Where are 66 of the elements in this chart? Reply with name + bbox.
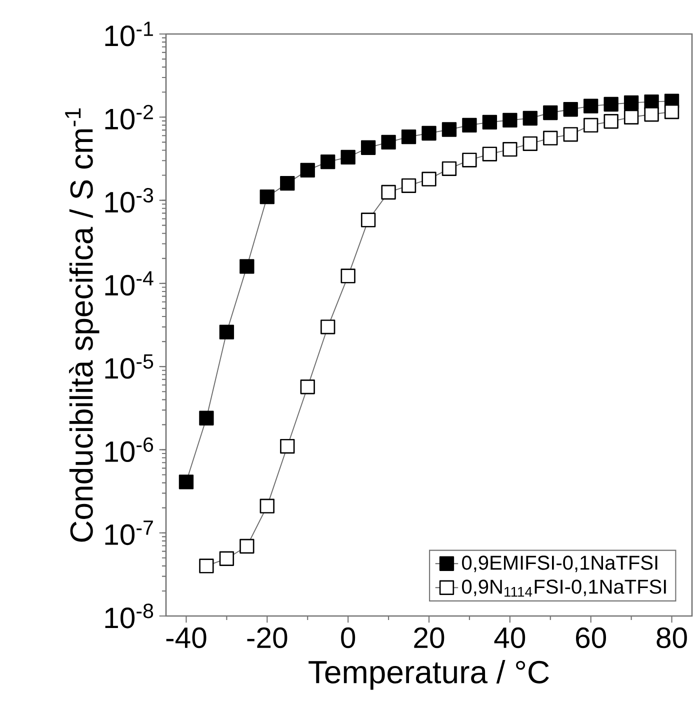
y-axis-title: Conducibilità specifica / S cm$^{-1}$ xyxy=(65,108,100,542)
x-tick-label: 80 xyxy=(656,627,687,648)
y-tick-label: 10$^{-8}$ xyxy=(105,604,154,628)
legend-label: 0,9N$_{1114}$FSI-0,1NaTFSI xyxy=(462,580,666,597)
point xyxy=(462,152,477,168)
point xyxy=(422,172,436,186)
y-tick-label: 10$^{-7}$ xyxy=(105,520,153,546)
legend-label: 0,9EMIFSI-0,1NaTFSI xyxy=(462,556,658,572)
point xyxy=(604,114,618,129)
point xyxy=(320,320,336,334)
point xyxy=(664,104,680,120)
point xyxy=(624,110,639,124)
x-tick-label: 60 xyxy=(576,627,606,648)
point xyxy=(482,114,498,130)
point xyxy=(563,102,578,117)
point xyxy=(280,176,295,191)
point xyxy=(584,98,598,114)
y-tick-label: 10$^{-6}$ xyxy=(105,437,154,462)
point xyxy=(422,126,436,141)
point xyxy=(360,212,376,228)
point xyxy=(563,127,578,142)
point xyxy=(442,122,457,137)
point xyxy=(219,551,234,566)
point xyxy=(543,130,558,146)
x-tick-label: 20 xyxy=(414,627,444,648)
point xyxy=(300,162,315,178)
point xyxy=(401,129,416,144)
point xyxy=(219,324,234,340)
point xyxy=(178,474,194,490)
y-tick-label: 10$^{-5}$ xyxy=(105,354,154,379)
point xyxy=(624,95,639,110)
point xyxy=(199,410,214,426)
point xyxy=(360,140,376,155)
point xyxy=(522,136,538,151)
y-tick-label: 10$^{-4}$ xyxy=(105,271,154,296)
x-tick-label: 0 xyxy=(341,627,356,648)
point xyxy=(280,438,295,454)
point xyxy=(584,118,598,133)
x-axis-title: Temperatura / °C xyxy=(308,660,549,690)
y-tick-label: 10$^{-1}$ xyxy=(105,22,153,46)
point xyxy=(340,150,356,165)
point xyxy=(462,118,477,133)
point xyxy=(240,538,254,554)
x-tick-label: 40 xyxy=(494,627,526,648)
point xyxy=(502,142,518,157)
point xyxy=(604,96,618,112)
point xyxy=(442,161,457,176)
point xyxy=(240,259,254,274)
point xyxy=(381,184,396,200)
y-tick-label: 10$^{-3}$ xyxy=(105,188,154,213)
point xyxy=(340,268,356,284)
point xyxy=(401,178,416,193)
point xyxy=(260,190,274,204)
point xyxy=(300,380,315,394)
point xyxy=(543,105,558,120)
point xyxy=(260,498,274,514)
point xyxy=(320,154,336,170)
point xyxy=(482,146,498,162)
y-tick-label: 10$^{-2}$ xyxy=(105,104,153,130)
point xyxy=(199,558,214,574)
point xyxy=(381,134,396,150)
x-tick-label: -20 xyxy=(247,627,288,648)
x-tick-label: -40 xyxy=(166,627,206,648)
point xyxy=(502,112,518,128)
point xyxy=(644,107,659,122)
point xyxy=(522,110,538,126)
